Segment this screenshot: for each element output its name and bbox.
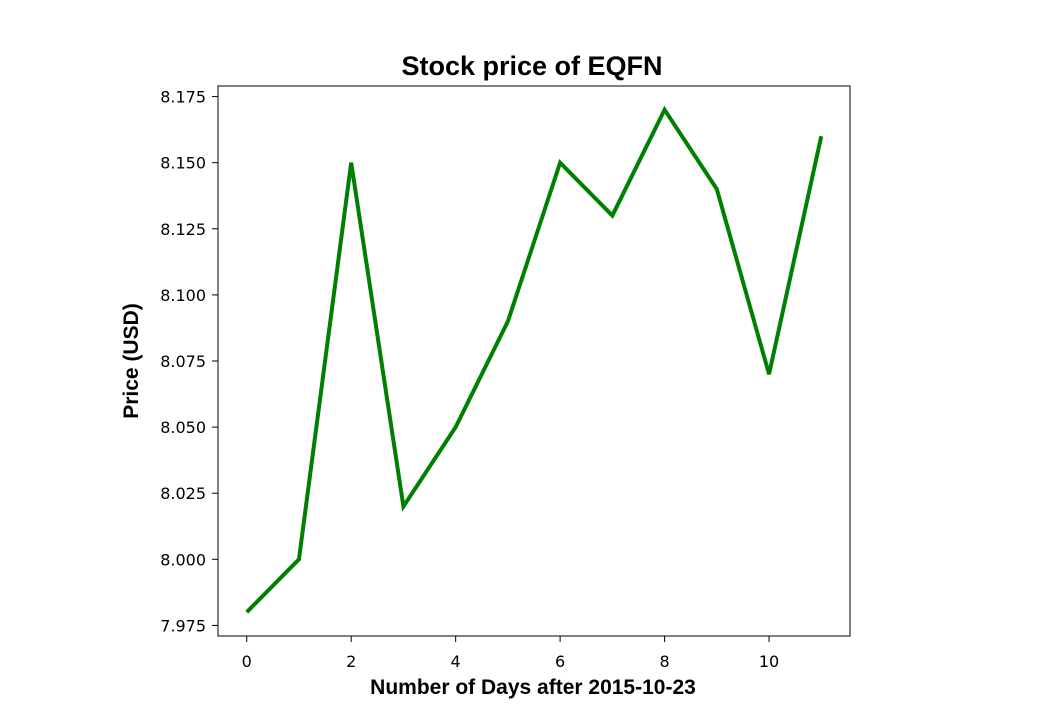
x-tick-label: 0: [242, 652, 252, 671]
y-tick-label: 8.100: [160, 286, 206, 305]
x-tick-label: 2: [346, 652, 356, 671]
y-tick-label: 8.075: [160, 352, 206, 371]
x-axis: 0 2 4 6 8 10: [242, 636, 779, 671]
x-tick-label: 4: [451, 652, 461, 671]
y-axis-label: Price (USD): [120, 303, 143, 419]
price-series-line: [245, 105, 824, 614]
x-tick-label: 8: [659, 652, 669, 671]
y-tick-label: 8.175: [160, 88, 206, 107]
y-axis: 7.975 8.000 8.025 8.050 8.075 8.100 8.125 8.150…: [160, 88, 218, 635]
y-tick-label: 8.150: [160, 154, 206, 173]
x-tick-label: 10: [759, 652, 779, 671]
y-tick-label: 8.025: [160, 484, 206, 503]
plot-frame: [217, 85, 851, 637]
chart-title: Stock price of EQFN: [401, 51, 662, 81]
x-axis-label: Number of Days after 2015-10-23: [370, 676, 696, 699]
price-series-points: [247, 110, 822, 613]
y-tick-label: 8.125: [160, 220, 206, 239]
y-tick-label: 7.975: [160, 616, 206, 635]
y-tick-label: 8.000: [160, 550, 206, 569]
x-tick-label: 6: [555, 652, 565, 671]
y-tick-label: 8.050: [160, 418, 206, 437]
